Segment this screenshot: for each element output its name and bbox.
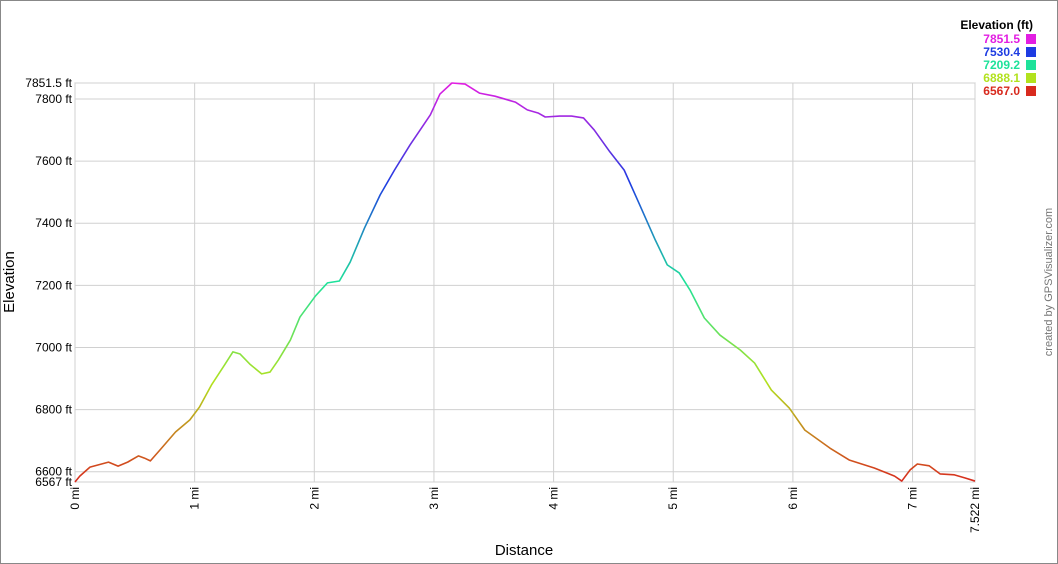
y-tick-label: 7800 ft xyxy=(35,92,72,106)
legend-label: 7530.4 xyxy=(983,45,1020,59)
y-tick-label: 7600 ft xyxy=(35,154,72,168)
x-tick-label: 7.522 mi xyxy=(968,487,982,533)
legend-label: 6567.0 xyxy=(983,84,1020,98)
y-tick-label: 7851.5 ft xyxy=(25,76,72,90)
legend-label: 6888.1 xyxy=(983,71,1020,85)
y-tick-label: 6600 ft xyxy=(35,465,72,479)
elevation-line xyxy=(74,82,976,483)
legend-swatch xyxy=(1026,73,1036,83)
legend-swatch xyxy=(1026,60,1036,70)
x-tick-label: 5 mi xyxy=(666,487,680,510)
x-tick-label: 7 mi xyxy=(906,487,920,510)
legend-swatch xyxy=(1026,34,1036,44)
x-axis-title: Distance xyxy=(495,542,553,559)
y-tick-label: 7400 ft xyxy=(35,216,72,230)
legend-title: Elevation (ft) xyxy=(960,18,1033,32)
y-tick-label: 7000 ft xyxy=(35,340,72,354)
legend-swatch xyxy=(1026,47,1036,57)
y-tick-label: 6567 ft xyxy=(35,475,72,489)
x-tick-label: 0 mi xyxy=(68,487,82,510)
y-tick-label: 7200 ft xyxy=(35,278,72,292)
x-tick-label: 6 mi xyxy=(786,487,800,510)
legend-swatch xyxy=(1026,86,1036,96)
x-tick-label: 3 mi xyxy=(427,487,441,510)
legend-label: 7851.5 xyxy=(983,32,1020,46)
y-tick-label: 6800 ft xyxy=(35,403,72,417)
y-axis-title: Elevation xyxy=(1,251,18,313)
credit: created by GPSVisualizer.com xyxy=(1043,208,1055,356)
legend-label: 7209.2 xyxy=(983,58,1020,72)
x-tick-label: 1 mi xyxy=(188,487,202,510)
x-tick-label: 2 mi xyxy=(307,487,321,510)
x-tick-label: 4 mi xyxy=(547,487,561,510)
